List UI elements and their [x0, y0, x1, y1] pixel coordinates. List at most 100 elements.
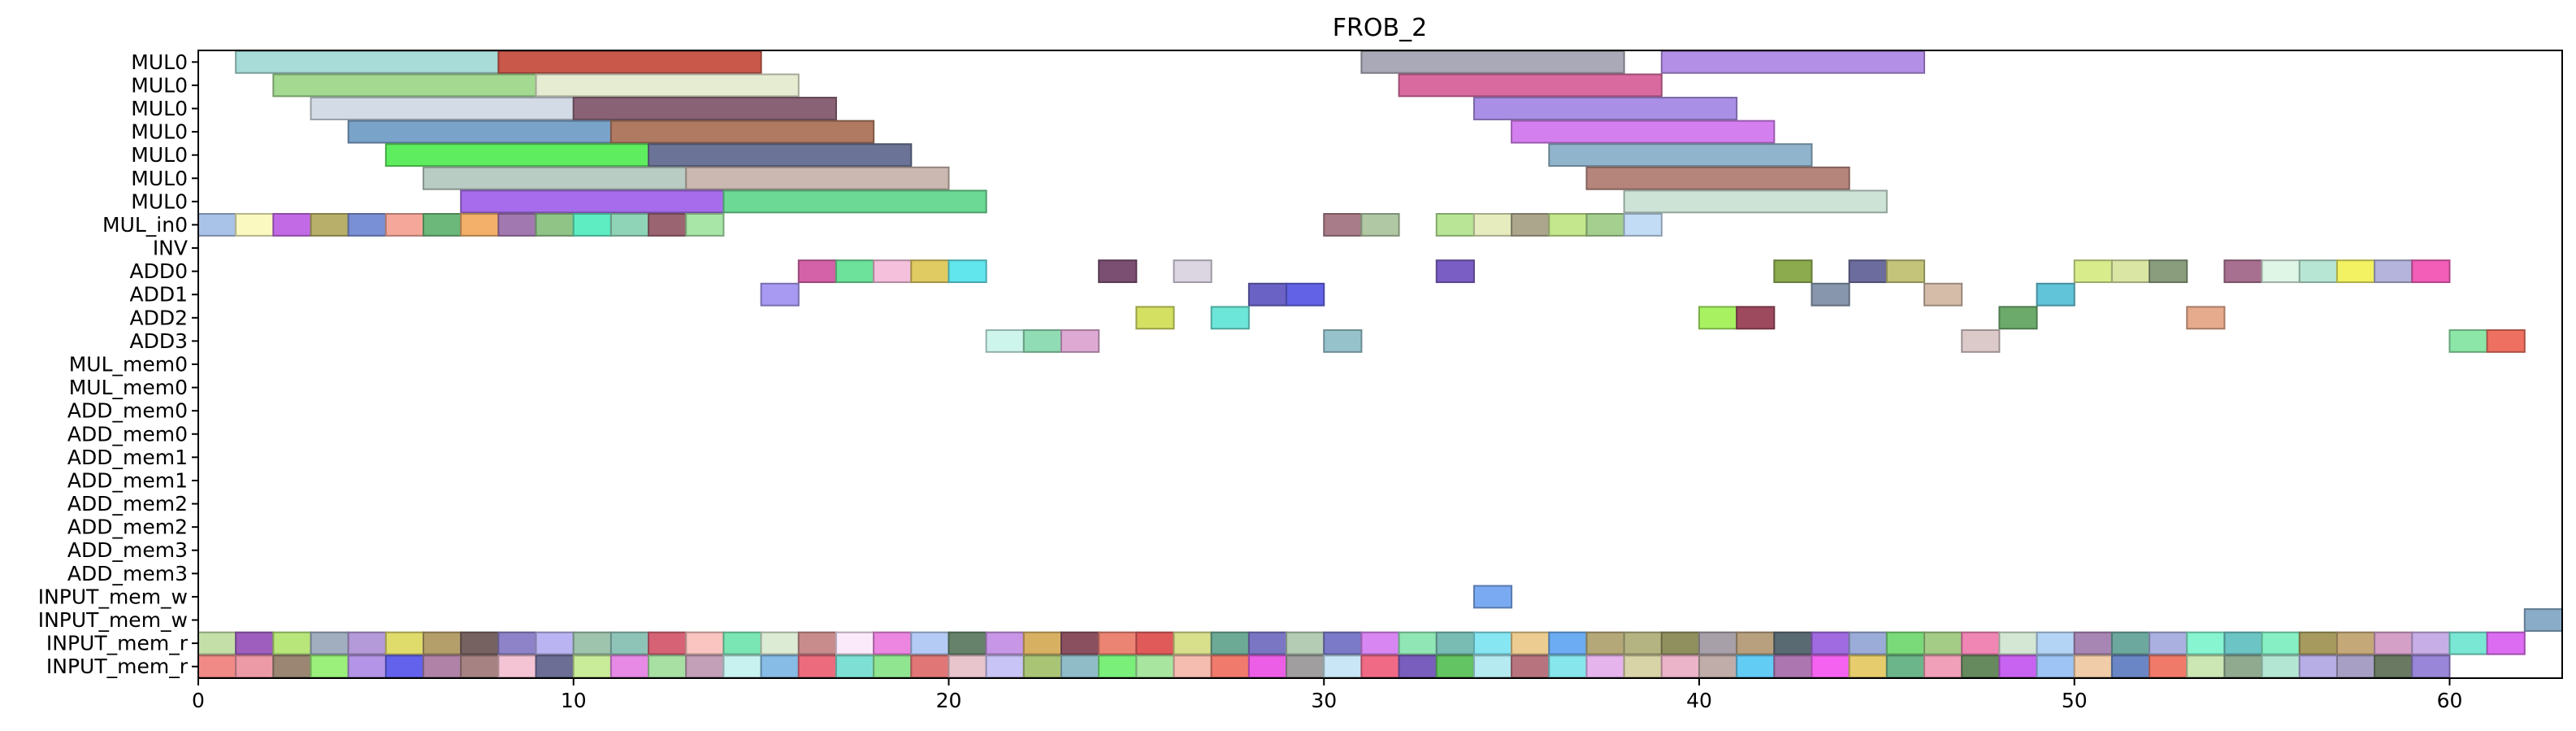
row-labels: MUL0MUL0MUL0MUL0MUL0MUL0MUL0MUL_in0INVAD…	[38, 50, 198, 678]
task-bar-41	[1548, 213, 1588, 237]
task-bar-162	[760, 655, 800, 679]
row-label-6: MUL0	[131, 189, 188, 213]
task-bar-48	[948, 259, 987, 284]
row-label-4: MUL0	[131, 143, 188, 167]
task-bar-57	[2149, 259, 2188, 284]
task-bar-123	[1623, 631, 1663, 655]
task-bar-83	[1472, 585, 1513, 609]
task-bar-110	[1135, 631, 1175, 655]
task-bar-17	[685, 166, 950, 190]
task-bar-18	[1585, 166, 1850, 190]
task-bar-145	[2448, 631, 2488, 655]
task-bar-59	[2261, 259, 2301, 284]
task-bar-171	[1098, 655, 1138, 679]
task-bar-126	[1736, 631, 1776, 655]
task-bar-120	[1511, 631, 1550, 655]
task-bar-157	[572, 655, 612, 679]
task-bar-72	[1698, 306, 1738, 330]
task-bar-51	[1435, 259, 1475, 284]
task-bar-203	[2298, 655, 2338, 679]
task-bar-40	[1511, 213, 1550, 237]
task-bar-23	[235, 213, 275, 237]
x-tick-label-40: 40	[1686, 689, 1712, 712]
task-bar-139	[2223, 631, 2263, 655]
task-bar-7	[310, 97, 575, 120]
task-bar-147	[197, 655, 237, 679]
task-bar-96	[609, 631, 650, 655]
x-tick-label-0: 0	[192, 689, 205, 712]
task-bar-53	[1848, 259, 1888, 284]
task-bar-138	[2186, 631, 2226, 655]
task-bar-28	[423, 213, 462, 237]
task-bar-52	[1773, 259, 1813, 284]
task-bar-36	[1323, 213, 1363, 237]
task-bar-19	[460, 189, 725, 214]
task-bar-89	[347, 631, 387, 655]
task-bar-61	[2335, 259, 2376, 284]
task-bar-160	[685, 655, 725, 679]
row-label-20: ADD_mem2	[67, 516, 188, 539]
task-bar-161	[722, 655, 762, 679]
task-bar-125	[1698, 631, 1738, 655]
task-bar-10	[347, 120, 612, 144]
task-bar-111	[1173, 631, 1212, 655]
task-bar-60	[2298, 259, 2338, 284]
task-bar-131	[1923, 631, 1963, 655]
task-bar-102	[835, 631, 875, 655]
task-bar-195	[1998, 655, 2038, 679]
task-bar-31	[535, 213, 575, 237]
task-bar-205	[2374, 655, 2413, 679]
task-bar-183	[1548, 655, 1588, 679]
task-bar-9	[1472, 97, 1738, 120]
task-bar-202	[2261, 655, 2301, 679]
task-bar-128	[1811, 631, 1850, 655]
task-bar-81	[2448, 329, 2488, 353]
task-bar-206	[2411, 655, 2451, 679]
task-bar-163	[797, 655, 837, 679]
task-bar-25	[310, 213, 349, 237]
task-bar-104	[910, 631, 950, 655]
row-label-16: ADD_mem0	[67, 422, 188, 446]
task-bar-169	[1022, 655, 1063, 679]
task-bar-164	[835, 655, 875, 679]
task-bar-82	[2486, 329, 2526, 353]
task-bar-69	[2036, 282, 2075, 307]
task-bar-3	[1660, 50, 1926, 74]
task-bar-62	[2374, 259, 2413, 284]
task-bar-185	[1623, 655, 1663, 679]
task-bar-118	[1435, 631, 1475, 655]
task-bar-74	[1998, 306, 2038, 330]
task-bar-152	[384, 655, 425, 679]
task-bar-71	[1210, 306, 1250, 330]
task-bar-187	[1698, 655, 1738, 679]
task-bar-180	[1435, 655, 1475, 679]
task-bar-201	[2223, 655, 2263, 679]
task-bar-45	[835, 259, 875, 284]
task-bar-73	[1736, 306, 1776, 330]
task-bar-1	[497, 50, 762, 74]
task-bar-179	[1398, 655, 1438, 679]
task-bar-66	[1286, 282, 1325, 307]
task-bar-43	[1623, 213, 1663, 237]
task-bar-186	[1660, 655, 1700, 679]
task-bar-106	[985, 631, 1025, 655]
row-label-13: MUL_mem0	[69, 353, 188, 376]
task-bar-146	[2486, 631, 2526, 655]
task-bar-137	[2149, 631, 2188, 655]
task-bar-80	[1961, 329, 2001, 353]
task-bar-0	[235, 50, 500, 74]
task-bar-84	[2523, 608, 2564, 632]
task-bar-13	[384, 143, 650, 168]
task-bar-172	[1135, 655, 1175, 679]
task-bar-30	[497, 213, 537, 237]
row-label-19: ADD_mem2	[67, 492, 188, 516]
task-bar-99	[722, 631, 762, 655]
task-bar-86	[235, 631, 275, 655]
task-bar-196	[2036, 655, 2075, 679]
task-bar-136	[2110, 631, 2151, 655]
task-bar-135	[2073, 631, 2113, 655]
task-bar-150	[310, 655, 349, 679]
task-bar-144	[2411, 631, 2451, 655]
row-label-9: ADD0	[129, 259, 188, 283]
